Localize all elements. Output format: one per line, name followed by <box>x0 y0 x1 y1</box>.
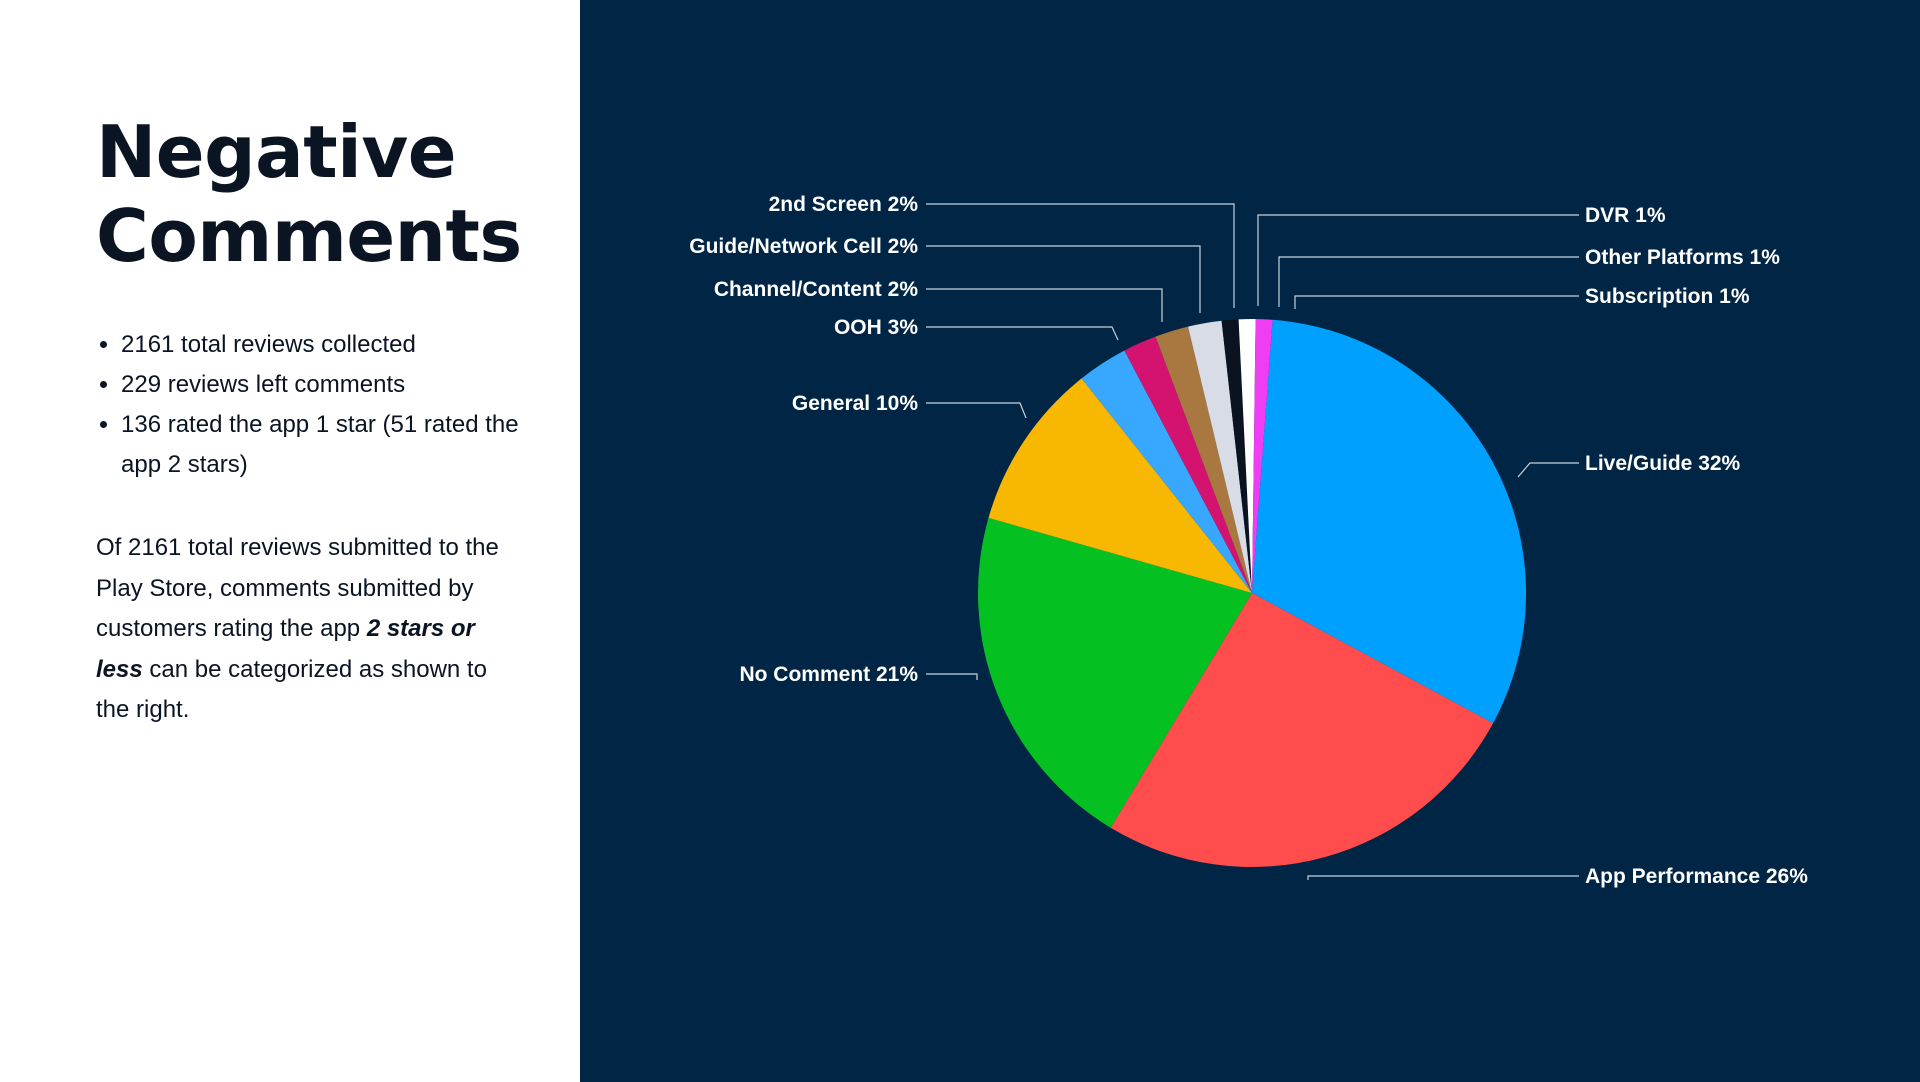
leader-line-10 <box>1294 295 1579 309</box>
leader-line-4 <box>926 326 1119 341</box>
leader-line-0 <box>1517 462 1579 478</box>
page-title-line-1: Negative <box>96 110 457 194</box>
pie-slice-6 <box>1155 326 1252 593</box>
chart-panel: Live/Guide 32% App Performance 26% No Comm… <box>580 0 1920 1082</box>
leader-line-9 <box>1278 256 1579 307</box>
pie-slice-3 <box>988 378 1252 593</box>
pie-chart: Live/Guide 32% App Performance 26% No Comm… <box>689 193 1808 888</box>
description-emphasis: 2 stars or less <box>96 615 475 683</box>
description-text-before: Of 2161 total reviews submitted to the P… <box>96 534 499 642</box>
page-title: Negative Comments <box>96 110 522 278</box>
pie-slice-1 <box>1110 593 1494 867</box>
pie-slices <box>978 318 1526 867</box>
stat-reviews-with-comments: 229 reviews left comments <box>121 365 541 405</box>
pie-slice-9 <box>1238 318 1256 593</box>
leader-line-7 <box>926 203 1235 308</box>
stat-total-reviews: 2161 total reviews collected <box>121 325 541 365</box>
stat-star-ratings: 136 rated the app 1 star (51 rated the a… <box>121 405 541 485</box>
pie-slice-4 <box>1081 350 1252 593</box>
slice-label-1: App Performance 26% <box>1585 865 1808 888</box>
leader-line-5 <box>926 288 1163 322</box>
left-panel: Negative Comments 2161 total reviews col… <box>0 0 580 1082</box>
pie-slice-2 <box>978 517 1252 828</box>
slice-label-6: Guide/Network Cell 2% <box>689 235 918 258</box>
slice-label-9: Other Platforms 1% <box>1585 246 1780 269</box>
slice-label-4: OOH 3% <box>834 316 918 339</box>
pie-slice-10 <box>1252 319 1273 593</box>
slice-label-0: Live/Guide 32% <box>1585 452 1741 475</box>
slice-labels: Live/Guide 32% App Performance 26% No Comm… <box>689 193 1808 888</box>
leader-lines <box>926 203 1579 880</box>
slice-label-2: No Comment 21% <box>739 663 918 686</box>
leader-line-8 <box>1257 214 1579 306</box>
slice-label-7: 2nd Screen 2% <box>769 193 919 216</box>
stats-list: 2161 total reviews collected 229 reviews… <box>96 325 541 485</box>
slice-label-5: Channel/Content 2% <box>714 278 919 301</box>
pie-slice-5 <box>1124 336 1252 593</box>
leader-line-2 <box>926 673 978 680</box>
leader-line-6 <box>926 245 1201 313</box>
page-title-line-2: Comments <box>96 194 522 278</box>
pie-slice-7 <box>1188 320 1252 593</box>
pie-slice-0 <box>1252 319 1526 724</box>
slice-label-3: General 10% <box>792 392 918 415</box>
leader-line-3 <box>926 402 1027 419</box>
description-paragraph: Of 2161 total reviews submitted to the P… <box>96 528 516 731</box>
slice-label-10: Subscription 1% <box>1585 285 1750 308</box>
description-text-after: can be categorized as shown to the right… <box>96 655 487 724</box>
pie-slice-8 <box>1221 319 1252 593</box>
leader-line-1 <box>1307 875 1579 880</box>
slice-label-8: DVR 1% <box>1585 204 1666 227</box>
